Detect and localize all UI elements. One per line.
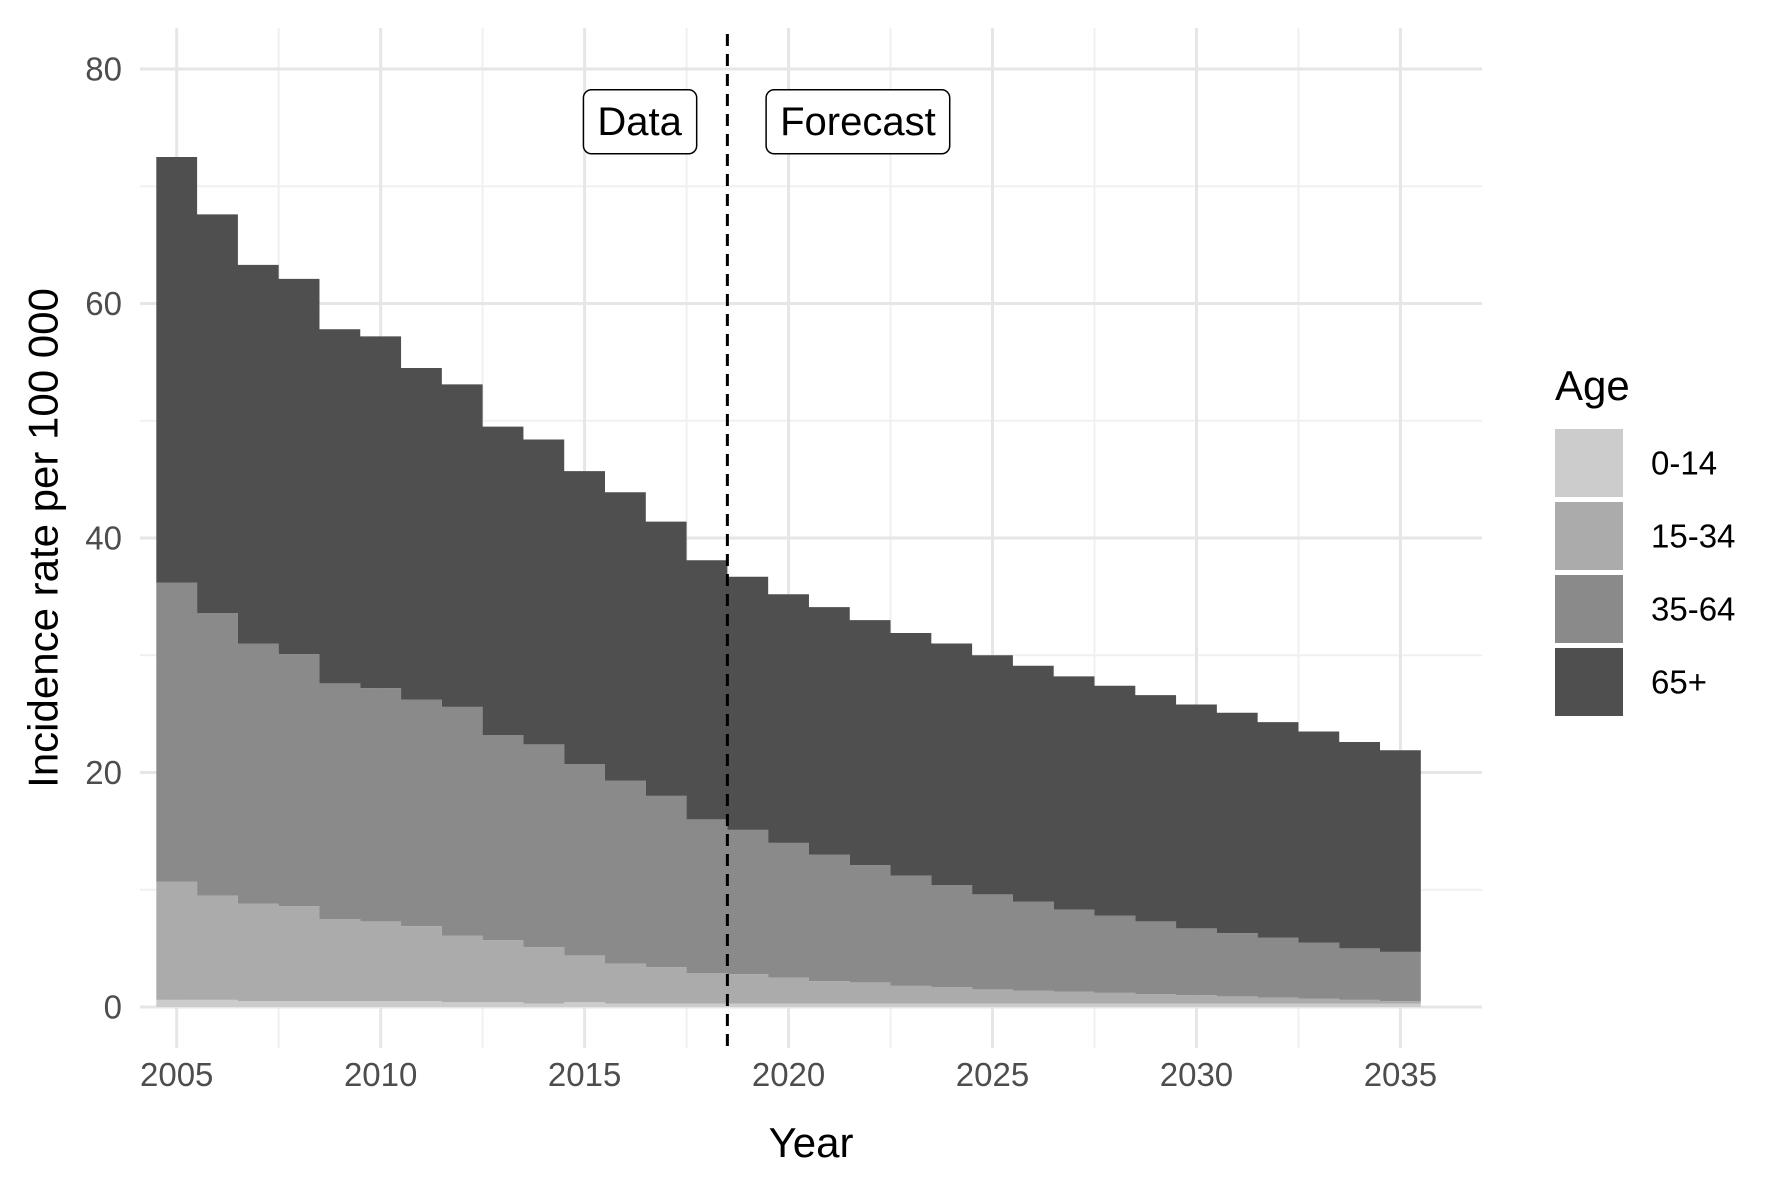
legend-label-65plus: 65+ [1651, 664, 1707, 701]
area-series-35-64 [156, 582, 1421, 1002]
label-data-box [582, 89, 698, 155]
label-forecast-box [765, 89, 951, 155]
x-axis-ticks: 2005 2010 2015 2020 2025 2030 2035 [140, 1056, 1437, 1093]
y-tick-label: 40 [85, 520, 122, 557]
legend-key-0-14 [1555, 429, 1623, 497]
x-tick-label: 2005 [140, 1056, 213, 1093]
annotations: Data Forecast [582, 89, 951, 155]
x-tick-label: 2020 [752, 1056, 825, 1093]
y-axis-ticks: 0 20 40 60 80 [85, 51, 122, 1026]
legend-label-0-14: 0-14 [1651, 445, 1717, 482]
stacked-areas [156, 156, 1421, 1007]
label-data-text: Data [597, 100, 682, 144]
area-series-0-14 [156, 999, 1421, 1007]
legend-key-15-34 [1555, 502, 1623, 570]
x-tick-label: 2025 [956, 1056, 1029, 1093]
x-tick-label: 2015 [548, 1056, 621, 1093]
x-axis-title: Year [769, 1119, 854, 1166]
legend-key-35-64 [1555, 575, 1623, 643]
legend-label-35-64: 35-64 [1651, 591, 1735, 628]
label-forecast-text: Forecast [780, 100, 936, 144]
x-tick-label: 2035 [1364, 1056, 1437, 1093]
legend: Age 0-14 15-34 35-64 65+ [1555, 362, 1735, 716]
y-tick-label: 0 [104, 988, 122, 1025]
y-tick-label: 80 [85, 51, 122, 88]
area-series-15-34 [156, 881, 1421, 1004]
y-axis-title: Incidence rate per 100 000 [20, 288, 67, 788]
legend-key-65plus [1555, 648, 1623, 716]
y-tick-label: 20 [85, 754, 122, 791]
area-series-65plus [156, 156, 1421, 952]
x-tick-label: 2030 [1160, 1056, 1233, 1093]
legend-label-15-34: 15-34 [1651, 518, 1735, 555]
y-tick-label: 60 [85, 285, 122, 322]
x-tick-label: 2010 [344, 1056, 417, 1093]
legend-title: Age [1555, 362, 1630, 409]
